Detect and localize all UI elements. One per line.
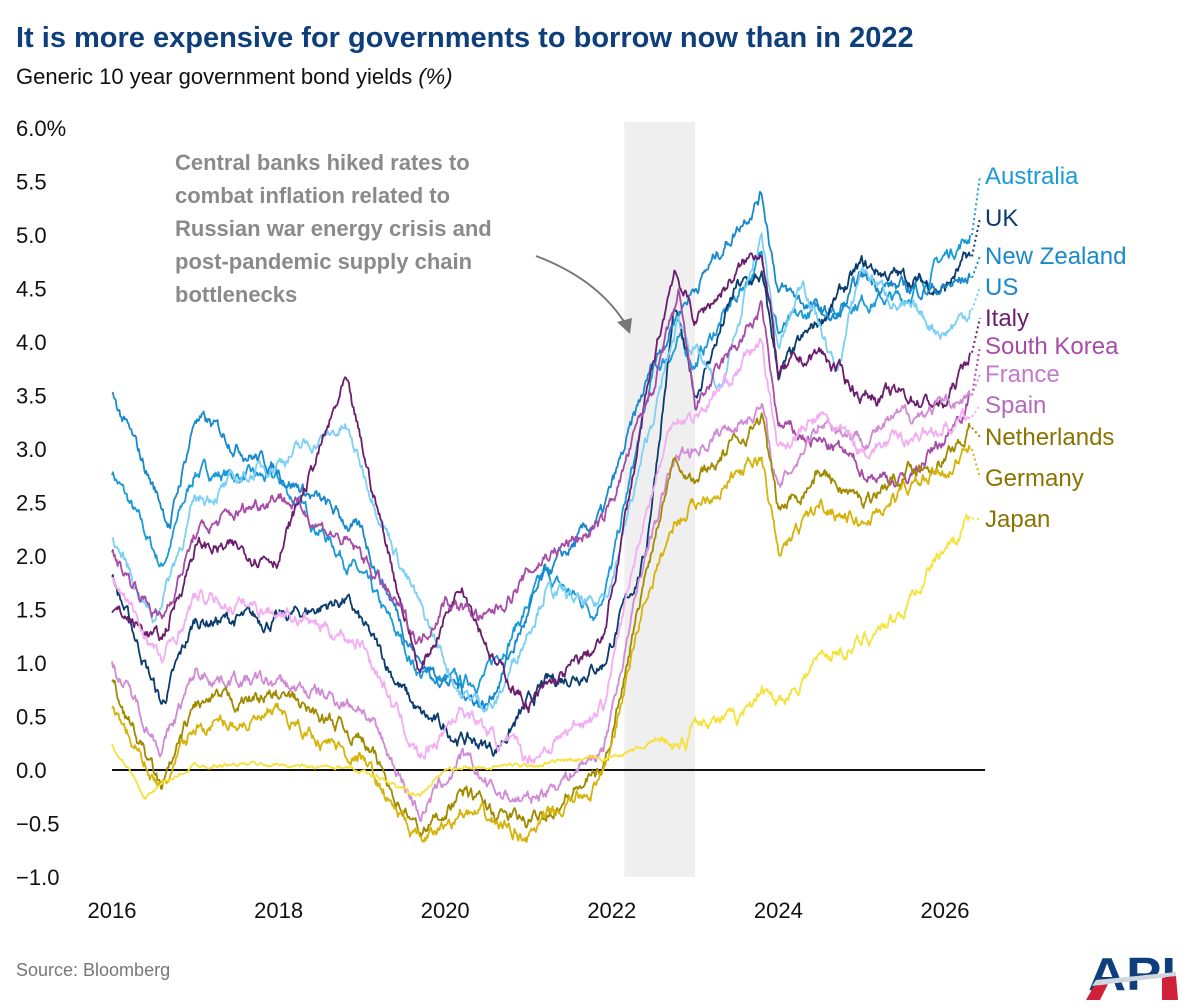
series-label: Spain: [985, 392, 1046, 419]
series-label: France: [985, 361, 1060, 388]
label-leader-line: [971, 426, 981, 438]
annotation-text: bottlenecks: [175, 282, 297, 307]
subtitle-unit: (%): [418, 64, 453, 89]
y-tick-label: 4.0: [16, 330, 47, 355]
y-tick-label: 2.0: [16, 544, 47, 569]
y-tick-label: 0.5: [16, 705, 47, 730]
api-logo: API: [1086, 948, 1178, 1000]
label-leader-line: [971, 217, 981, 257]
label-leader-line: [971, 255, 981, 279]
series-line-south-korea: [111, 288, 971, 645]
series-line-france: [111, 390, 971, 822]
annotation-arrow: [535, 255, 629, 329]
series-label: Australia: [985, 163, 1079, 190]
y-tick-label: 4.5: [16, 277, 47, 302]
label-leader-line: [971, 286, 981, 311]
label-leader-line: [971, 345, 981, 396]
logo-red-accent: [1162, 976, 1178, 1000]
logo-gray-swoosh: [1092, 972, 1176, 986]
y-tick-label: 3.5: [16, 384, 47, 409]
y-tick-label: −0.5: [16, 812, 59, 837]
series-label: UK: [985, 205, 1018, 232]
y-tick-label: 6.0%: [16, 116, 66, 141]
shaded-period: [624, 122, 696, 877]
logo-red-swoosh: [1086, 984, 1108, 1000]
series-line-us: [111, 232, 971, 713]
y-tick-label: 5.5: [16, 170, 47, 195]
y-tick-label: 2.5: [16, 491, 47, 516]
series-label: Netherlands: [985, 424, 1114, 451]
y-tick-label: 0.0: [16, 758, 47, 783]
series-line-netherlands: [111, 412, 971, 838]
series-label: US: [985, 274, 1018, 301]
chart-subtitle: Generic 10 year government bond yields (…: [16, 64, 453, 90]
series-line-uk: [111, 251, 971, 757]
series-line-new-zealand: [111, 190, 971, 710]
series-label: Germany: [985, 465, 1084, 492]
series-label: Italy: [985, 305, 1029, 332]
subtitle-text: Generic 10 year government bond yields: [16, 64, 413, 89]
label-leader-line: [971, 448, 981, 479]
y-tick-label: 1.5: [16, 598, 47, 623]
annotation-text: Russian war energy crisis and: [175, 216, 492, 241]
series-label: Japan: [985, 506, 1050, 533]
x-tick-label: 2022: [587, 898, 636, 923]
series-line-germany: [111, 444, 971, 843]
chart-title: It is more expensive for governments to …: [16, 22, 914, 54]
y-tick-label: −1.0: [16, 865, 59, 890]
x-tick-label: 2020: [421, 898, 470, 923]
y-tick-label: 3.0: [16, 437, 47, 462]
source-note: Source: Bloomberg: [16, 960, 171, 980]
x-tick-label: 2016: [88, 898, 137, 923]
annotation-arrowhead: [617, 318, 632, 334]
series-label: South Korea: [985, 333, 1119, 360]
y-tick-label: 1.0: [16, 651, 47, 676]
annotation-text: Central banks hiked rates to: [175, 150, 470, 175]
series-line-italy: [111, 252, 971, 714]
annotation-text: post-pandemic supply chain: [175, 249, 472, 274]
x-tick-label: 2026: [921, 898, 970, 923]
series-line-japan: [111, 514, 971, 800]
label-leader-line: [971, 404, 981, 418]
y-tick-label: 5.0: [16, 223, 47, 248]
label-leader-line: [971, 373, 981, 396]
x-tick-label: 2018: [254, 898, 303, 923]
label-leader-line: [971, 317, 981, 353]
x-tick-label: 2024: [754, 898, 803, 923]
annotation-text: combat inflation related to: [175, 183, 450, 208]
series-label: New Zealand: [985, 243, 1126, 270]
series-line-spain: [111, 337, 971, 765]
